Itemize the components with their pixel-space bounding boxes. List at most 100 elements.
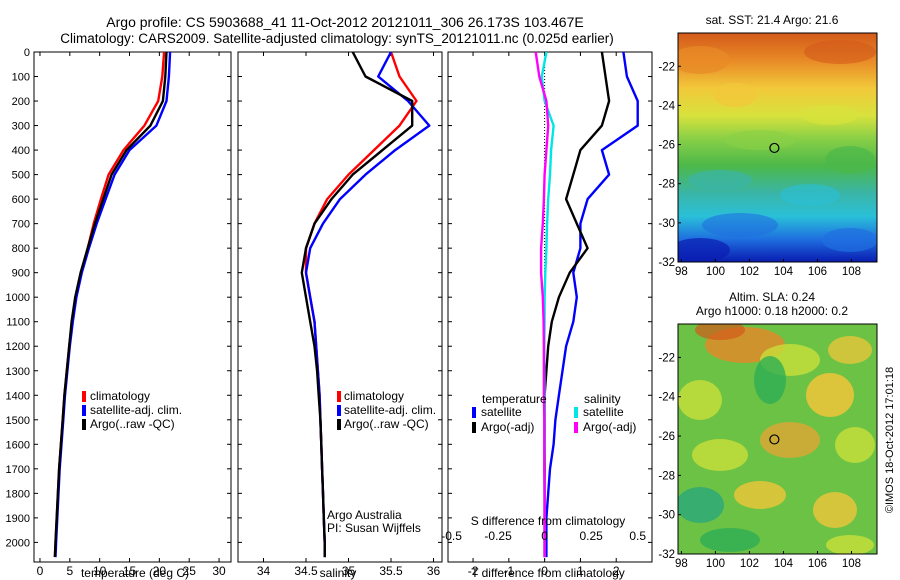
legend-swatch (82, 405, 86, 416)
series-line-t-satellite (545, 52, 639, 558)
depth-tick-label: 400 (12, 145, 30, 157)
map-y-tick-label: -24 (658, 392, 675, 404)
x-tick-label: 35 (342, 564, 356, 578)
depth-tick-label: 1000 (6, 292, 30, 304)
depth-tick-label: 300 (12, 121, 30, 133)
salinity-diff-tick-label: -0.5 (441, 529, 462, 543)
salinity-diff-tick-label: 0.25 (579, 529, 603, 543)
map-x-tick-label: 104 (774, 266, 794, 278)
legend-label: climatology (344, 389, 404, 403)
salinity-x-axis: 34 34.5 35 35.5 36 (257, 52, 441, 578)
x-tick-label: -1 (504, 564, 515, 578)
salinity-diff-tick-label: 0.5 (629, 529, 646, 543)
sla-map-x-axis: 98 100 102 104 106 108 (675, 551, 861, 570)
map-x-tick-label: 104 (774, 558, 794, 570)
map-x-tick-label: 108 (842, 266, 861, 278)
legend-swatch (337, 391, 341, 402)
legend-label: climatology (90, 389, 150, 403)
map-y-tick-label: -28 (658, 179, 675, 191)
salinity-diff-tick-label: -0.25 (484, 529, 512, 543)
imos-credit: ©IMOS 18-Oct-2012 17:01:18 (884, 367, 896, 513)
figure-title-line1: Argo profile: CS 5903688_41 11-Oct-2012 … (106, 14, 583, 30)
argo-float-position-marker (769, 434, 780, 445)
legend-label: satellite-adj. clim. (344, 403, 436, 417)
depth-tick-label: 1500 (6, 415, 30, 427)
depth-tick-label: 100 (12, 72, 30, 84)
map-y-tick-label: -24 (658, 100, 675, 112)
map-y-tick-label: -32 (658, 549, 675, 561)
x-tick-label: 36 (427, 564, 441, 578)
argo-float-position-marker (769, 142, 780, 154)
temperature-x-axis: 0 5 10 15 20 25 30 (37, 52, 226, 578)
depth-tick-label: 1700 (6, 464, 30, 476)
sla-map-title-line2: Argo h1000: 0.18 h2000: 0.2 (696, 304, 848, 318)
depth-tick-label: 500 (12, 170, 30, 182)
temperature-xlabel: temperature (deg C) (81, 566, 189, 580)
map-y-tick-label: -30 (658, 510, 675, 522)
temperature-y-axis: 0 100 200 300 400 500 600 700 800 900 1000 1100 1200… (6, 47, 652, 549)
difference-panel: -2 -1 0 1 2 T difference from climatology S … (441, 51, 653, 580)
salinity-annotation-line1: Argo Australia (327, 508, 402, 522)
legend-heading-temperature: temperature (482, 392, 547, 406)
depth-tick-label: 1400 (6, 390, 30, 402)
x-tick-label: 15 (123, 564, 137, 578)
sla-map: Altim. SLA: 0.24 Argo h1000: 0.18 h2000:… (658, 290, 878, 570)
sla-field (678, 324, 877, 554)
legend-swatch (337, 405, 341, 416)
depth-tick-label: 900 (12, 268, 30, 280)
depth-tick-label: 200 (12, 96, 30, 108)
legend-label: Argo(-adj) (583, 420, 636, 434)
figure-title-line2: Climatology: CARS2009. Satellite-adjuste… (60, 31, 614, 46)
x-tick-label: 5 (66, 564, 73, 578)
difference-plot-frame (447, 51, 653, 563)
sla-map-y-axis: -32 -30 -28 -26 -24 -22 (658, 352, 681, 561)
salinity-annotation-line2: PI: Susan Wijffels (327, 521, 421, 535)
legend-swatch (82, 391, 86, 402)
salinity-diff-axis: -0.5 -0.25 0 0.25 0.5 (441, 529, 646, 543)
depth-tick-label: 600 (12, 194, 30, 206)
x-tick-label: 34 (257, 564, 271, 578)
x-tick-label: 0 (541, 564, 548, 578)
map-y-tick-label: -28 (658, 470, 675, 482)
x-tick-label: 1 (577, 564, 584, 578)
x-tick-label: 0 (37, 564, 44, 578)
map-x-tick-label: 102 (740, 558, 759, 570)
legend-label: Argo(..raw -QC) (90, 417, 175, 431)
legend-label: Argo(..raw -QC) (344, 417, 429, 431)
map-y-tick-label: -26 (658, 431, 675, 443)
difference-xlabel-top: S difference from climatology (471, 514, 626, 528)
legend-label: satellite (481, 405, 522, 419)
depth-tick-label: 0 (24, 47, 30, 59)
sst-map: sat. SST: 21.4 Argo: 21.6 98 100 102 104 106… (658, 13, 878, 278)
legend-swatch (337, 419, 341, 430)
map-y-tick-label: -22 (658, 352, 675, 364)
x-tick-label: 20 (153, 564, 167, 578)
sst-map-title: sat. SST: 21.4 Argo: 21.6 (706, 13, 839, 27)
salinity-xlabel: salinity (320, 566, 357, 580)
sst-map-y-axis: -32 -30 -28 -26 -24 -22 (658, 61, 681, 269)
map-x-tick-label: 100 (706, 558, 725, 570)
x-tick-label: 10 (93, 564, 107, 578)
sst-map-frame (677, 32, 878, 263)
temperature-plot-frame (33, 51, 232, 563)
legend-swatch (574, 407, 578, 418)
depth-tick-label: 1800 (6, 488, 30, 500)
map-x-tick-label: 108 (842, 558, 861, 570)
map-x-tick-label: 106 (808, 266, 827, 278)
depth-tick-label: 1100 (6, 317, 30, 329)
x-tick-label: 34.5 (294, 564, 318, 578)
sst-field (678, 33, 877, 262)
temperature-panel: 0100200300400500600700800900100011001200… (6, 47, 652, 580)
depth-tick-label: 700 (12, 219, 30, 231)
map-x-tick-label: 106 (808, 558, 827, 570)
map-x-tick-label: 98 (675, 558, 688, 570)
map-x-tick-label: 102 (740, 266, 759, 278)
sla-map-title-line1: Altim. SLA: 0.24 (729, 290, 815, 304)
series-line-argo-raw-qc- (300, 52, 414, 558)
legend-heading-salinity: salinity (584, 392, 621, 406)
map-y-tick-label: -32 (658, 257, 675, 269)
map-x-tick-label: 100 (706, 266, 725, 278)
legend-swatch (82, 419, 86, 430)
series-line-s-argo-adj- (534, 52, 550, 558)
